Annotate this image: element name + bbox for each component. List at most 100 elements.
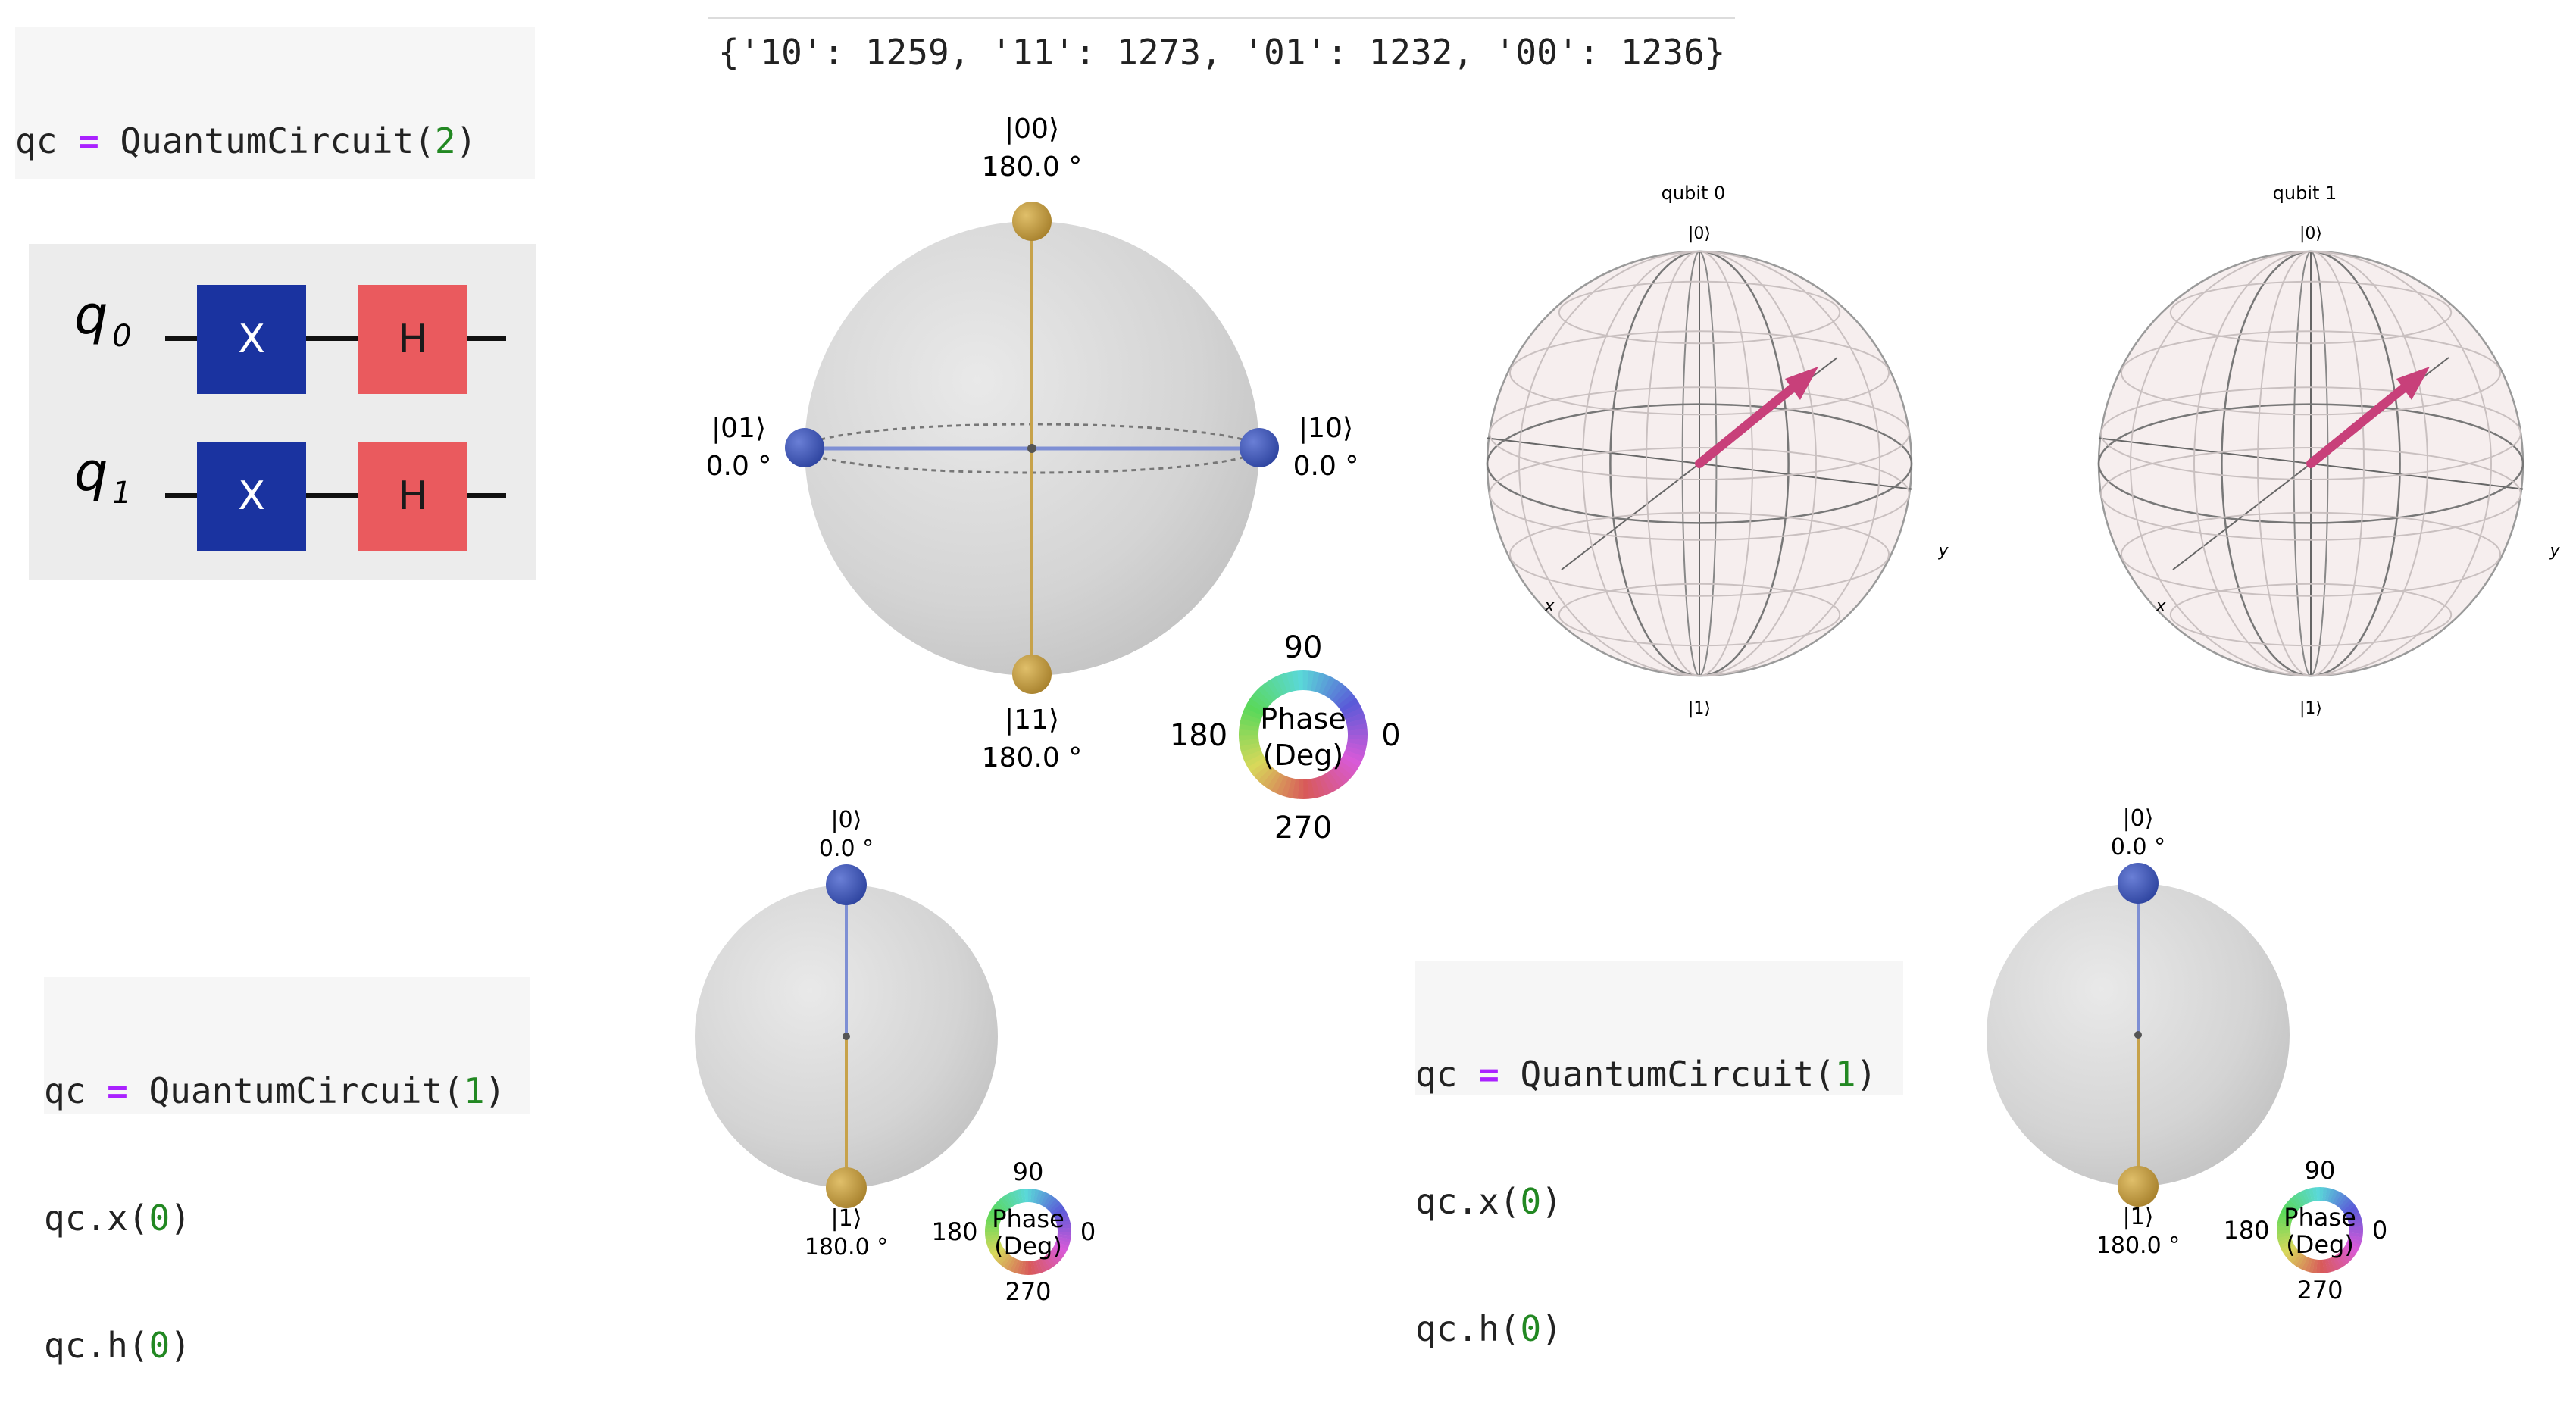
code-line: qc = QuantumCircuit(2) — [15, 120, 535, 162]
phase-wheel-segment — [2296, 1201, 2299, 1203]
code-token: 0 — [1520, 1181, 1541, 1222]
h-gate-label: H — [398, 317, 427, 362]
h-gate-label: H — [398, 473, 427, 519]
code-token: = — [1478, 1054, 1499, 1095]
phase-wheel-segment — [1334, 690, 1338, 693]
code-token: 1 — [464, 1070, 485, 1111]
state-marker-zero — [826, 864, 867, 905]
qsphere-single-qubit-right: |0⟩ 0.0 ° |1⟩ 180.0 ° 90 180 0 270 Phase… — [1959, 794, 2398, 1324]
phase-wheel-segment — [1350, 708, 1352, 712]
phase-wheel-segment — [992, 1235, 993, 1238]
code-token: ) — [1856, 1054, 1877, 1095]
code-token: QuantumCircuit( — [99, 120, 435, 161]
phase-wheel-segment — [1357, 739, 1358, 745]
phase-wheel-segment — [1322, 784, 1327, 786]
phase-wheel-segment — [1015, 1197, 1018, 1198]
code-token: qc.x( — [1415, 1181, 1520, 1222]
phase-wheel-segment — [1313, 787, 1318, 788]
state-marker-one — [2118, 1166, 2159, 1207]
bloch-sphere-qubit-0: qubit 0 |0⟩ |1⟩ x y — [1458, 174, 1959, 735]
sphere-center — [2134, 1031, 2142, 1039]
bloch-label-zero: |0⟩ — [1688, 224, 1711, 243]
phase-wheel-segment — [1265, 693, 1268, 696]
code-token: qc — [44, 1070, 107, 1111]
sphere-center — [1027, 444, 1036, 453]
phase-wheel: 90 180 0 270 Phase (Deg) — [931, 1158, 1096, 1306]
code-cell-two-qubit[interactable]: qc = QuantumCircuit(2) qc.x([0,1]) qc.h(… — [15, 27, 535, 179]
phase-wheel-270: 270 — [1274, 811, 1332, 845]
phase-wheel-segment — [1252, 712, 1254, 717]
phase-label-10: 0.0 ° — [1293, 451, 1359, 482]
bloch-axis-x: x — [2155, 597, 2166, 616]
counts-output: {'10': 1259, '11': 1273, '01': 1232, '00… — [718, 32, 1725, 73]
phase-wheel-unit: (Deg) — [994, 1232, 1062, 1261]
phase-wheel-segment — [1010, 1264, 1013, 1265]
phase-wheel-segment — [2302, 1262, 2305, 1264]
qsphere-single-qubit-left: |0⟩ 0.0 ° |1⟩ 180.0 ° 90 180 0 270 Phase… — [667, 795, 1106, 1326]
code-token: qc — [1415, 1054, 1478, 1095]
phase-wheel-segment — [1250, 749, 1252, 754]
wire-label: q — [74, 441, 108, 503]
phase-wheel-segment — [1317, 682, 1321, 683]
phase-wheel-segment — [2355, 1236, 2356, 1239]
phase-wheel-segment — [1356, 744, 1357, 748]
phase-wheel-segment — [1034, 1196, 1037, 1197]
phase-wheel-segment — [1046, 1200, 1049, 1201]
bloch-label-one: |1⟩ — [2299, 699, 2322, 718]
phase-wheel-segment — [2311, 1265, 2314, 1266]
qsphere-two-qubit: |00⟩ 180.0 ° |01⟩ 0.0 ° |10⟩ 0.0 ° |11⟩ … — [674, 106, 1424, 856]
phase-wheel-segment — [2340, 1201, 2343, 1203]
phase-wheel-segment — [1013, 1265, 1016, 1267]
phase-wheel-segment — [2284, 1236, 2285, 1239]
phase-wheel-segment — [1348, 703, 1351, 708]
phase-wheel-segment — [1007, 1200, 1010, 1201]
phase-wheel-180: 180 — [2223, 1216, 2269, 1245]
phase-wheel-segment — [1308, 680, 1313, 681]
phase-wheel-segment — [2332, 1263, 2335, 1264]
phase-label-one: 180.0 ° — [2096, 1232, 2180, 1259]
phase-wheel-title: Phase — [1260, 702, 1346, 736]
code-token: ) — [170, 1325, 191, 1366]
phase-wheel-segment — [1046, 1261, 1049, 1263]
wire-subscript: 0 — [112, 319, 131, 354]
phase-label-zero: 0.0 ° — [819, 836, 874, 862]
phase-wheel-segment — [1250, 716, 1252, 720]
phase-wheel: 90 180 0 270 Phase (Deg) — [1170, 630, 1401, 845]
phase-wheel-segment — [1013, 1198, 1016, 1199]
bloch-title: qubit 1 — [2273, 183, 2337, 204]
phase-wheel-segment — [2329, 1195, 2332, 1196]
phase-wheel-segment — [1007, 1261, 1010, 1263]
phase-wheel-segment — [1249, 720, 1250, 725]
phase-wheel-180: 180 — [931, 1217, 977, 1246]
wire-label: q — [74, 284, 108, 346]
phase-wheel-segment — [2314, 1266, 2317, 1267]
phase-wheel-segment — [1049, 1202, 1051, 1204]
phase-wheel-segment — [1330, 687, 1335, 690]
phase-wheel-segment — [1037, 1266, 1040, 1267]
phase-wheel-segment — [2338, 1198, 2341, 1200]
phase-wheel-segment — [1352, 753, 1355, 758]
phase-wheel-180: 180 — [1170, 718, 1227, 753]
phase-wheel-segment — [1338, 773, 1342, 776]
code-token: 0 — [148, 1325, 170, 1366]
phase-wheel-segment — [1271, 688, 1276, 691]
phase-wheel-segment — [2323, 1266, 2326, 1267]
code-token: = — [78, 120, 99, 161]
phase-wheel-segment — [2323, 1194, 2326, 1195]
phase-wheel-90: 90 — [1013, 1158, 1044, 1186]
phase-wheel-segment — [1063, 1238, 1064, 1241]
phase-wheel-segment — [1021, 1195, 1024, 1196]
phase-wheel-segment — [1062, 1241, 1063, 1244]
bloch-axis-x: x — [1543, 597, 1555, 616]
phase-wheel-segment — [1345, 766, 1348, 770]
code-token: 2 — [435, 120, 456, 161]
phase-wheel-segment — [2308, 1264, 2311, 1265]
phase-wheel-segment — [1318, 786, 1322, 788]
phase-wheel-segment — [1265, 773, 1268, 776]
phase-wheel-segment — [1284, 682, 1289, 683]
phase-wheel-segment — [1268, 776, 1272, 779]
code-cell-single-qubit-right[interactable]: qc = QuantumCircuit(1) qc.x(0) qc.h(0) — [1415, 961, 1903, 1095]
phase-wheel-segment — [2302, 1197, 2305, 1198]
state-marker-10 — [1240, 428, 1279, 467]
code-cell-single-qubit-left[interactable]: qc = QuantumCircuit(1) qc.x(0) qc.h(0) — [44, 977, 530, 1114]
